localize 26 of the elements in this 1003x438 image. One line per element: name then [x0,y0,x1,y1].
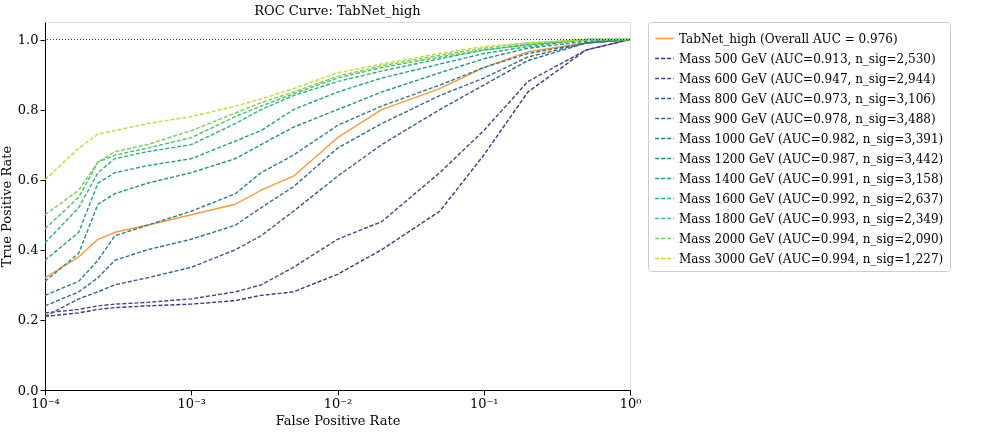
legend-label: Mass 1800 GeV (AUC=0.993, n_sig=2,349) [679,211,944,226]
x-tick-label: 10⁻⁴ [31,395,60,411]
legend-label: Mass 2000 GeV (AUC=0.994, n_sig=2,090) [679,231,944,246]
legend-label: Mass 1000 GeV (AUC=0.982, n_sig=3,391) [679,131,944,146]
legend-label: Mass 900 GeV (AUC=0.978, n_sig=3,488) [679,111,936,126]
legend-label: Mass 3000 GeV (AUC=0.994, n_sig=1,227) [679,251,944,266]
legend-label: Mass 1400 GeV (AUC=0.991, n_sig=3,158) [679,171,944,186]
y-tick-label: 0.0 [17,382,39,398]
legend-label: Mass 1200 GeV (AUC=0.987, n_sig=3,442) [679,151,944,166]
legend-label: Mass 1600 GeV (AUC=0.992, n_sig=2,637) [679,191,944,206]
y-tick-label: 1.0 [17,32,39,48]
x-axis-title: False Positive Rate [275,412,401,428]
y-tick-label: 0.8 [17,102,39,118]
legend-label: Mass 600 GeV (AUC=0.947, n_sig=2,944) [679,71,936,86]
x-tick-label: 10⁻¹ [469,395,499,411]
legend-label: TabNet_high (Overall AUC = 0.976) [679,31,898,46]
x-tick-label: 10⁻³ [177,395,207,411]
x-tick-label: 10⁰ [619,395,642,411]
y-tick-label: 0.6 [17,172,39,188]
x-tick-label: 10⁻² [323,395,353,411]
y-tick-label: 0.4 [17,242,39,258]
y-tick-label: 0.2 [17,312,39,328]
chart-title: ROC Curve: TabNet_high [254,2,422,18]
legend-label: Mass 800 GeV (AUC=0.973, n_sig=3,106) [679,91,936,106]
legend-label: Mass 500 GeV (AUC=0.913, n_sig=2,530) [679,51,936,66]
y-axis-title: True Positive Rate [0,145,14,268]
